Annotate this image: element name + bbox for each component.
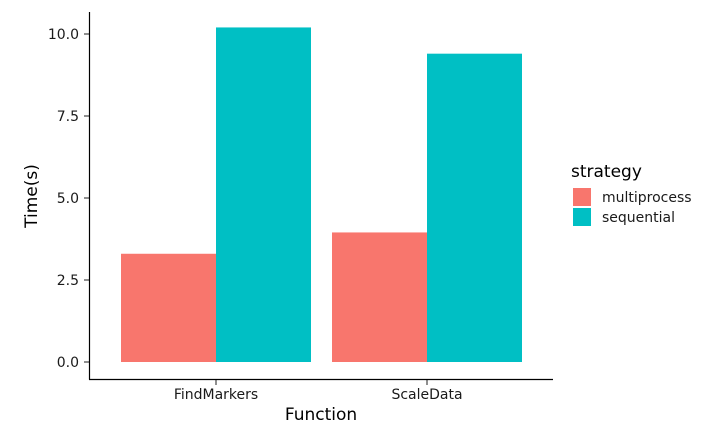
y-tick-label: 5.0 (57, 191, 79, 207)
legend: strategy multiprocess sequential (571, 162, 692, 226)
y-axis-title: Time(s) (22, 164, 42, 229)
legend-label-multiprocess: multiprocess (602, 190, 692, 206)
bar-findmarkers-sequential (216, 27, 311, 362)
bar-scaledata-sequential (427, 53, 522, 363)
y-tick-label: 0.0 (57, 355, 79, 371)
x-axis-title: Function (285, 405, 357, 425)
bar-scaledata-multiprocess (332, 232, 427, 362)
bars-group (121, 27, 522, 363)
y-tick-label: 7.5 (57, 109, 79, 125)
legend-key-multiprocess (573, 188, 591, 206)
legend-label-sequential: sequential (602, 210, 675, 226)
legend-key-sequential (573, 208, 591, 226)
x-axis-ticks: FindMarkers ScaleData (174, 380, 463, 403)
x-tick-label: FindMarkers (174, 387, 258, 403)
bar-findmarkers-multiprocess (121, 253, 216, 362)
y-tick-label: 2.5 (57, 273, 79, 289)
y-tick-label: 10.0 (48, 27, 79, 43)
legend-title: strategy (571, 162, 642, 182)
y-axis-ticks: 0.0 2.5 5.0 7.5 10.0 (48, 27, 89, 371)
x-tick-label: ScaleData (391, 387, 462, 403)
